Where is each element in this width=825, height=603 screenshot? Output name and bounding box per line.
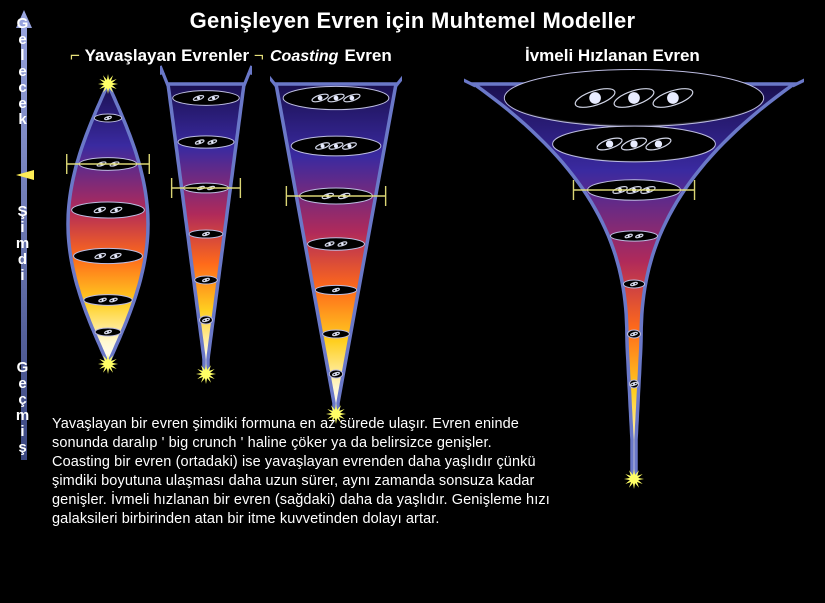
axis-future-label: G e l e c e k bbox=[17, 16, 30, 128]
burst-icon bbox=[98, 354, 118, 374]
caption-text: Yavaşlayan bir evren şimdiki formuna en … bbox=[52, 415, 552, 529]
axis-past-label: G e ç m i ş bbox=[16, 360, 30, 456]
axis-now-label: Ş i m d i bbox=[16, 204, 30, 284]
model-coasting bbox=[270, 62, 402, 412]
model-flat bbox=[160, 62, 252, 412]
model-accelerating bbox=[464, 62, 804, 412]
burst-icon bbox=[98, 74, 118, 94]
model-closed bbox=[62, 62, 154, 412]
diagram-stage bbox=[44, 62, 824, 412]
burst-icon bbox=[624, 469, 644, 489]
time-axis: G e l e c e k Ş i m d i G e ç m i ş bbox=[8, 10, 38, 460]
burst-icon bbox=[196, 364, 216, 384]
page-title: Genişleyen Evren için Muhtemel Modeller bbox=[0, 8, 825, 34]
